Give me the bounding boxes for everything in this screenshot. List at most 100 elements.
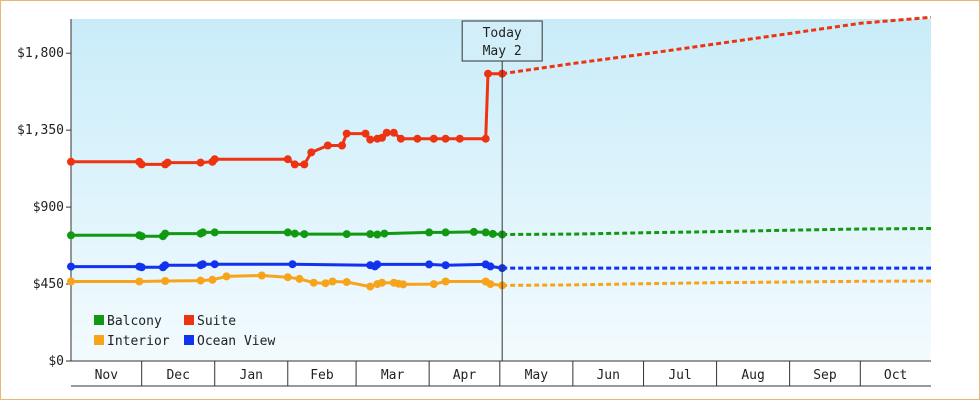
data-point — [455, 134, 464, 143]
data-point — [321, 279, 330, 288]
data-point — [481, 228, 490, 237]
data-point — [366, 135, 375, 144]
y-axis: $0 $450 $900 $1,350 $1,800 — [17, 19, 72, 369]
data-point — [290, 229, 299, 238]
data-point — [283, 273, 292, 282]
y-tick-label: $450 — [33, 277, 64, 292]
legend-swatch — [94, 315, 104, 325]
data-point — [373, 260, 382, 269]
data-point — [198, 228, 207, 237]
data-point — [307, 148, 316, 157]
legend-label: Ocean View — [197, 334, 275, 349]
x-tick-label: Jun — [596, 368, 619, 383]
data-point — [323, 141, 332, 150]
data-point — [342, 129, 351, 138]
data-point — [441, 277, 450, 286]
data-point — [429, 134, 438, 143]
legend-swatch — [184, 315, 194, 325]
data-point — [196, 158, 205, 167]
data-point — [137, 160, 146, 169]
data-point — [425, 260, 434, 269]
data-point — [373, 230, 382, 239]
data-point — [441, 134, 450, 143]
data-point — [283, 155, 292, 164]
series-layer — [67, 15, 932, 291]
data-point — [300, 230, 309, 239]
data-point — [378, 133, 386, 142]
data-point — [481, 134, 490, 143]
data-point — [283, 228, 292, 237]
today-label: Today — [483, 26, 522, 41]
data-point — [396, 134, 405, 143]
x-tick-label: Nov — [95, 368, 119, 383]
data-point — [210, 155, 219, 164]
data-point — [67, 231, 75, 240]
series-projection-line — [501, 15, 932, 76]
y-tick-label: $900 — [33, 200, 64, 215]
data-point — [198, 260, 207, 269]
x-tick-label: Dec — [166, 368, 189, 383]
data-point — [290, 160, 299, 169]
today-date-label: May 2 — [483, 44, 522, 59]
data-point — [342, 230, 351, 239]
data-point — [67, 277, 75, 286]
legend-swatch — [94, 335, 104, 345]
x-tick-label: Aug — [741, 368, 764, 383]
data-point — [135, 277, 144, 286]
data-point — [67, 157, 75, 166]
data-point — [413, 134, 422, 143]
data-point — [441, 261, 450, 270]
data-point — [338, 141, 346, 150]
today-box — [461, 20, 543, 62]
today-marker: Today May 2 — [461, 20, 543, 361]
series-suite — [67, 15, 932, 169]
data-point — [399, 280, 408, 289]
data-point — [366, 230, 375, 239]
data-point — [382, 128, 391, 137]
data-point — [425, 228, 434, 237]
x-axis: Nov Dec Jan Feb Mar Apr May Jun Jul Aug Sep Oct — [71, 360, 931, 387]
data-point — [488, 229, 497, 238]
series-interior — [67, 271, 932, 291]
data-point — [137, 232, 146, 241]
data-point — [196, 276, 205, 285]
y-tick-label: $0 — [48, 354, 64, 369]
data-point — [208, 275, 217, 284]
legend-label: Interior — [107, 334, 170, 349]
legend-swatch — [184, 335, 194, 345]
data-point — [366, 282, 375, 291]
x-tick-label: Sep — [813, 368, 837, 383]
data-point — [222, 272, 231, 281]
data-point — [328, 277, 337, 286]
y-tick-label: $1,800 — [17, 46, 64, 61]
data-point — [486, 262, 495, 271]
x-tick-label: Jul — [668, 368, 691, 383]
data-point — [288, 260, 297, 269]
data-point — [469, 227, 478, 236]
data-point — [257, 271, 266, 280]
x-tick-label: Feb — [310, 368, 334, 383]
data-point — [441, 228, 450, 237]
data-point — [484, 69, 492, 78]
data-point — [378, 278, 386, 287]
x-tick-label: Oct — [884, 368, 907, 383]
series-balcony — [67, 227, 932, 241]
x-tick-label: Apr — [453, 368, 477, 383]
data-point — [342, 278, 351, 286]
data-point — [295, 274, 304, 283]
x-tick-label: Mar — [381, 368, 405, 383]
legend-label: Suite — [197, 314, 236, 329]
legend: Balcony Suite Interior Ocean View — [94, 314, 275, 349]
data-point — [161, 261, 170, 270]
data-point — [309, 278, 318, 287]
data-point — [67, 262, 75, 271]
data-point — [163, 158, 172, 167]
data-point — [486, 280, 495, 289]
data-point — [361, 129, 370, 138]
data-point — [137, 263, 146, 272]
data-point — [429, 280, 438, 289]
data-point — [161, 229, 170, 238]
data-point — [389, 128, 398, 137]
